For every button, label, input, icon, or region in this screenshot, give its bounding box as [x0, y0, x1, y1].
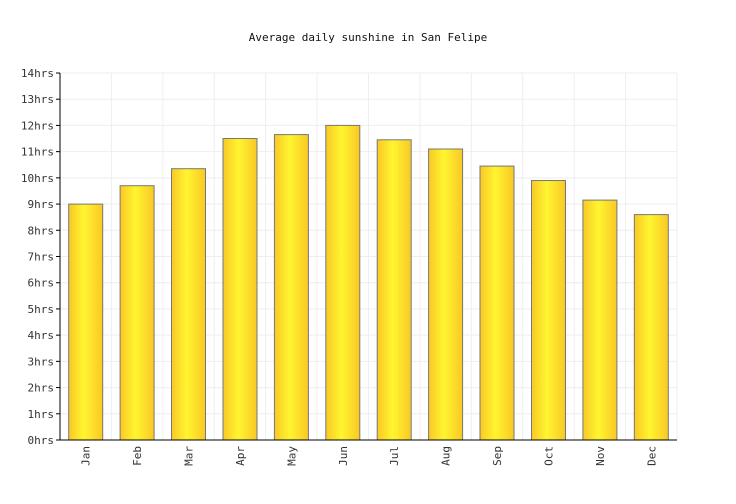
y-tick-label: 0hrs: [28, 434, 55, 447]
x-tick-label: Jun: [337, 446, 350, 466]
bar-dec: [633, 214, 669, 441]
y-tick-labels: 0hrs 1hrs 2hrs 3hrs 4hrs 5hrs 6hrs 7hrs 8hrs 9hrs…: [21, 67, 54, 447]
x-tick-label: Mar: [183, 446, 196, 466]
y-tick-label: 9hrs: [28, 198, 55, 211]
x-tick-label: Jul: [388, 446, 401, 466]
x-tick-label: Oct: [542, 446, 555, 466]
x-tick-label: Jan: [80, 446, 93, 466]
bar-oct: [531, 180, 566, 441]
bar-feb: [119, 185, 155, 441]
y-tick-label: 4hrs: [28, 329, 55, 342]
bars: [68, 124, 669, 441]
bar-jul: [376, 139, 412, 441]
x-tick-label: Feb: [131, 446, 144, 466]
bar-nov: [582, 199, 618, 441]
bar-mar: [171, 168, 206, 441]
x-tick-label: Nov: [594, 446, 607, 466]
y-tick-label: 13hrs: [21, 93, 54, 106]
x-tick-label: Dec: [645, 446, 658, 466]
y-tick-label: 12hrs: [21, 119, 54, 132]
y-tick-label: 10hrs: [21, 172, 54, 185]
bar-jun: [325, 124, 361, 441]
grid-lines: [59, 72, 678, 441]
axes: [56, 72, 677, 441]
y-tick-label: 5hrs: [28, 303, 55, 316]
bar-sep: [479, 165, 515, 441]
y-tick-label: 3hrs: [28, 355, 55, 368]
x-tick-labels: Jan Feb Mar Apr May Jun Jul Aug Sep Oct Nov Dec: [80, 446, 659, 466]
bar-may: [273, 134, 309, 441]
x-tick-label: Apr: [234, 446, 247, 466]
chart-title: Average daily sunshine in San Felipe: [249, 31, 487, 44]
y-tick-label: 14hrs: [21, 67, 54, 80]
bar-aug: [428, 148, 464, 441]
x-tick-label: May: [285, 446, 298, 466]
y-tick-label: 7hrs: [28, 251, 55, 264]
y-tick-label: 2hrs: [28, 382, 55, 395]
bar-jan: [68, 203, 104, 441]
y-tick-label: 6hrs: [28, 277, 55, 290]
y-tick-label: 11hrs: [21, 146, 54, 159]
y-tick-label: 8hrs: [28, 224, 55, 237]
x-tick-label: Aug: [440, 446, 453, 466]
x-tick-label: Sep: [491, 446, 504, 466]
bar-apr: [222, 138, 258, 441]
y-tick-label: 1hrs: [28, 408, 55, 421]
